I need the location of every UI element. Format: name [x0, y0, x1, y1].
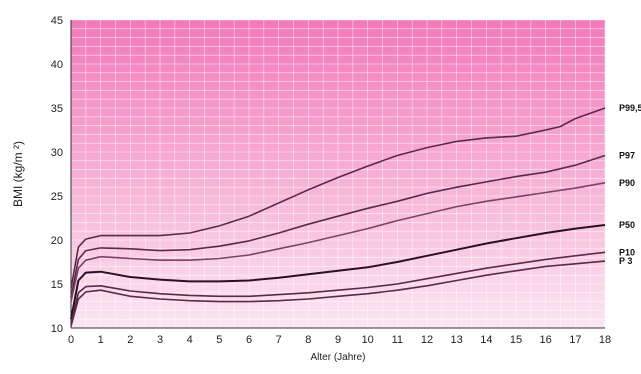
x-tick-label: 6 [246, 334, 252, 346]
series-label: P10 [619, 247, 635, 257]
x-tick-label: 15 [510, 334, 522, 346]
y-tick-label: 45 [51, 15, 63, 27]
x-tick-label: 0 [68, 334, 74, 346]
x-tick-label: 3 [157, 334, 163, 346]
x-axis-tick-labels: 0 1 2 3 4 5 6 7 8 9 10 11 12 13 14 15 16 17 18 [68, 334, 611, 346]
x-tick-label: 12 [421, 334, 433, 346]
x-tick-label: 8 [305, 334, 311, 346]
x-tick-label: 14 [480, 334, 492, 346]
y-tick-label: 40 [51, 59, 63, 71]
series-label: P 3 [619, 256, 632, 266]
x-tick-label: 5 [216, 334, 222, 346]
y-axis-tick-labels: 10 15 20 25 30 35 40 45 [51, 15, 63, 335]
y-tick-label: 10 [51, 323, 63, 335]
y-tick-label: 30 [51, 147, 63, 159]
series-line-p90 [70, 182, 606, 302]
grid-lines [70, 19, 606, 329]
series-lines [70, 107, 606, 327]
x-tick-label: 4 [187, 334, 193, 346]
y-axis-label: BMI (kg/m ²) [11, 141, 25, 207]
series-line-p97 [70, 154, 606, 298]
x-tick-label: 13 [451, 334, 463, 346]
x-axis-label: Alter (Jahre) [310, 352, 365, 363]
series-label: P99,5 [619, 103, 641, 113]
x-tick-label: 11 [392, 334, 403, 346]
series-label: P90 [619, 178, 635, 188]
x-tick-label: 9 [335, 334, 341, 346]
series-line-p99-5 [70, 107, 606, 289]
series-line-p10 [70, 251, 606, 324]
series-line-p-3 [70, 260, 606, 327]
series-line-p50 [70, 224, 606, 320]
y-tick-label: 20 [51, 235, 63, 247]
x-tick-label: 16 [540, 334, 552, 346]
x-tick-label: 1 [98, 334, 104, 346]
x-tick-label: 10 [362, 334, 374, 346]
x-tick-label: 18 [599, 334, 611, 346]
y-tick-label: 15 [51, 279, 63, 291]
x-tick-label: 7 [276, 334, 282, 346]
series-label: P97 [619, 151, 635, 161]
series-label: P50 [619, 220, 635, 230]
y-tick-label: 25 [51, 191, 63, 203]
y-tick-label: 35 [51, 103, 63, 115]
x-tick-label: 17 [569, 334, 581, 346]
x-tick-label: 2 [127, 334, 133, 346]
